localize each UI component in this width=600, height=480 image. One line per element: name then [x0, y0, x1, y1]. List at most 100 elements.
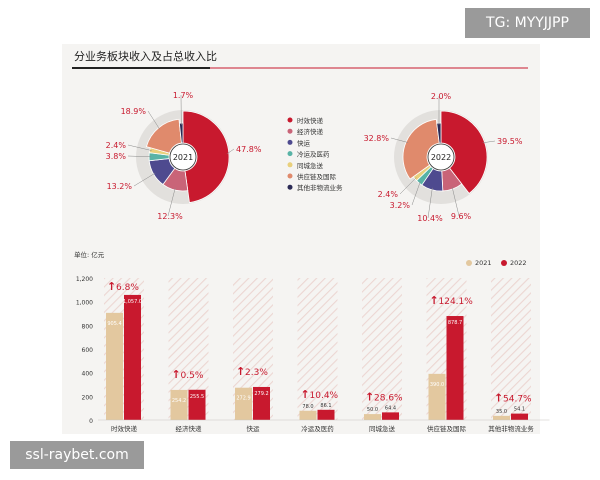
- x-category-label: 经济快递: [176, 424, 203, 433]
- pie-label: 3.2%: [390, 201, 411, 210]
- pie-leader-line: [451, 186, 460, 217]
- pie-label: 2.0%: [431, 92, 452, 101]
- bar-2022: [124, 294, 141, 420]
- pie-center-label: 2022: [431, 153, 451, 162]
- bar-2021: [364, 414, 381, 420]
- legend-label: 供应链及国际: [297, 172, 337, 181]
- bar-value-label-2021: 78.0: [302, 404, 313, 410]
- pie-label: 47.8%: [236, 145, 262, 154]
- legend-label: 经济快递: [297, 127, 324, 136]
- pie-slice: [145, 118, 182, 154]
- bar-value-label-2021: 50.0: [367, 407, 378, 413]
- bar-background-hatch: [297, 278, 338, 420]
- pie-label: 3.8%: [106, 152, 127, 161]
- x-category-label: 供应链及国际: [427, 424, 467, 433]
- bar-chart: 单位: 亿元 2021 2022 0 200 400 600 800 1,000 1,200 905…: [74, 250, 550, 433]
- bar-value-label-2021: 254.2: [172, 398, 186, 404]
- bar-2022: [511, 413, 528, 420]
- pie-label: 9.6%: [451, 212, 472, 221]
- pie-label: 12.3%: [157, 212, 183, 221]
- bar-2022: [253, 386, 270, 420]
- bar-value-label-2022: 878.7: [448, 320, 462, 326]
- x-category-label: 冷运及医药: [301, 424, 334, 433]
- legend-label: 同城急送: [297, 161, 324, 170]
- pie-label: 32.8%: [364, 134, 390, 143]
- pie-slice: [440, 110, 488, 194]
- pie-leader-line: [167, 187, 176, 217]
- pie-leader-line: [127, 144, 152, 151]
- growth-arrow: ↑: [365, 390, 374, 403]
- legend-swatch: [287, 162, 293, 168]
- x-category-label: 其他非物流业务: [488, 424, 534, 433]
- bar-value-label-2022: 279.2: [254, 391, 268, 397]
- bar-value-label-2021: 390.0: [430, 382, 444, 388]
- x-category-label: 同城急送: [369, 424, 396, 433]
- watermark-top: TG: MYYJJPP: [465, 8, 590, 38]
- growth-label: 54.7%: [503, 395, 532, 405]
- pie-leader-line: [226, 148, 235, 155]
- pie-label: 13.2%: [107, 182, 133, 191]
- y-tick-label: 600: [82, 347, 94, 354]
- legend-swatch: [287, 117, 293, 123]
- bar-value-label-2022: 54.1: [514, 407, 525, 413]
- growth-arrow: ↑: [301, 388, 310, 401]
- y-tick-label: 800: [82, 323, 94, 330]
- bar-2022: [382, 412, 399, 420]
- bar-legend-2022-label: 2022: [510, 259, 527, 267]
- legend-swatch: [287, 184, 293, 190]
- pie-center: [427, 143, 455, 171]
- watermark-bottom: ssl-raybet.com: [10, 441, 144, 469]
- pie-leader-line: [147, 110, 161, 130]
- bar-2021: [106, 312, 123, 420]
- legend-swatch: [287, 151, 293, 157]
- y-tick-label: 1,200: [76, 276, 93, 283]
- pie-leader-line: [133, 172, 156, 187]
- pie-center: [169, 143, 197, 171]
- legend-label: 其他非物流业务: [297, 183, 343, 192]
- y-tick-label: 1,000: [76, 300, 93, 307]
- pie-slice: [178, 122, 184, 144]
- bar-2022: [446, 316, 464, 420]
- bar-2021: [235, 387, 252, 420]
- bar-value-label-2022: 86.1: [320, 403, 331, 409]
- bar-legend-2022-swatch: [501, 260, 507, 266]
- legend-label: 快运: [297, 138, 311, 147]
- growth-label: 10.4%: [310, 391, 339, 401]
- growth-label: 0.5%: [181, 371, 204, 381]
- bar-value-label-2022: 1,057.0: [123, 299, 142, 305]
- y-tick-label: 400: [82, 371, 94, 378]
- pie-leader-line: [427, 187, 433, 219]
- bar-2022: [317, 409, 335, 420]
- pie-leader-line: [399, 177, 417, 195]
- legend-label: 冷运及医药: [297, 150, 330, 159]
- section-title: 分业务板块收入及占总收入比: [74, 49, 217, 63]
- pie-chart-2021: 47.8% 12.3% 13.2% 3.8% 2.4% 18.9% 1.7% 2021: [106, 91, 262, 221]
- legend-swatch: [287, 139, 293, 145]
- bar-background-hatch: [362, 278, 402, 420]
- legend-swatch: [287, 128, 293, 134]
- y-tick-label: 0: [89, 418, 93, 425]
- pie-label: 2.4%: [378, 190, 399, 199]
- growth-arrow: ↑: [236, 365, 245, 378]
- pie-label: 1.7%: [173, 91, 194, 100]
- x-category-label: 快运: [247, 424, 261, 433]
- growth-arrow: ↑: [107, 280, 116, 293]
- legend-swatch: [287, 173, 293, 179]
- growth-arrow: ↑: [430, 294, 439, 307]
- bar-2021: [428, 373, 446, 420]
- bar-2021: [299, 410, 317, 420]
- growth-label: 2.3%: [245, 368, 268, 378]
- bar-2021: [493, 415, 510, 420]
- pie-slice: [436, 122, 442, 144]
- bar-legend-2021-swatch: [466, 260, 472, 266]
- bar-legend-2021-label: 2021: [475, 259, 492, 267]
- y-axis-unit-label: 单位: 亿元: [74, 250, 105, 259]
- legend-label: 时效快递: [297, 116, 324, 125]
- pie-leader-line: [127, 155, 152, 157]
- pie-chart-2022: 39.5% 9.6% 10.4% 3.2% 2.4% 32.8% 2.0% 2022: [364, 92, 523, 223]
- bar-2022: [188, 389, 206, 420]
- pie-label: 18.9%: [121, 107, 147, 116]
- x-category-label: 时效快递: [111, 424, 138, 433]
